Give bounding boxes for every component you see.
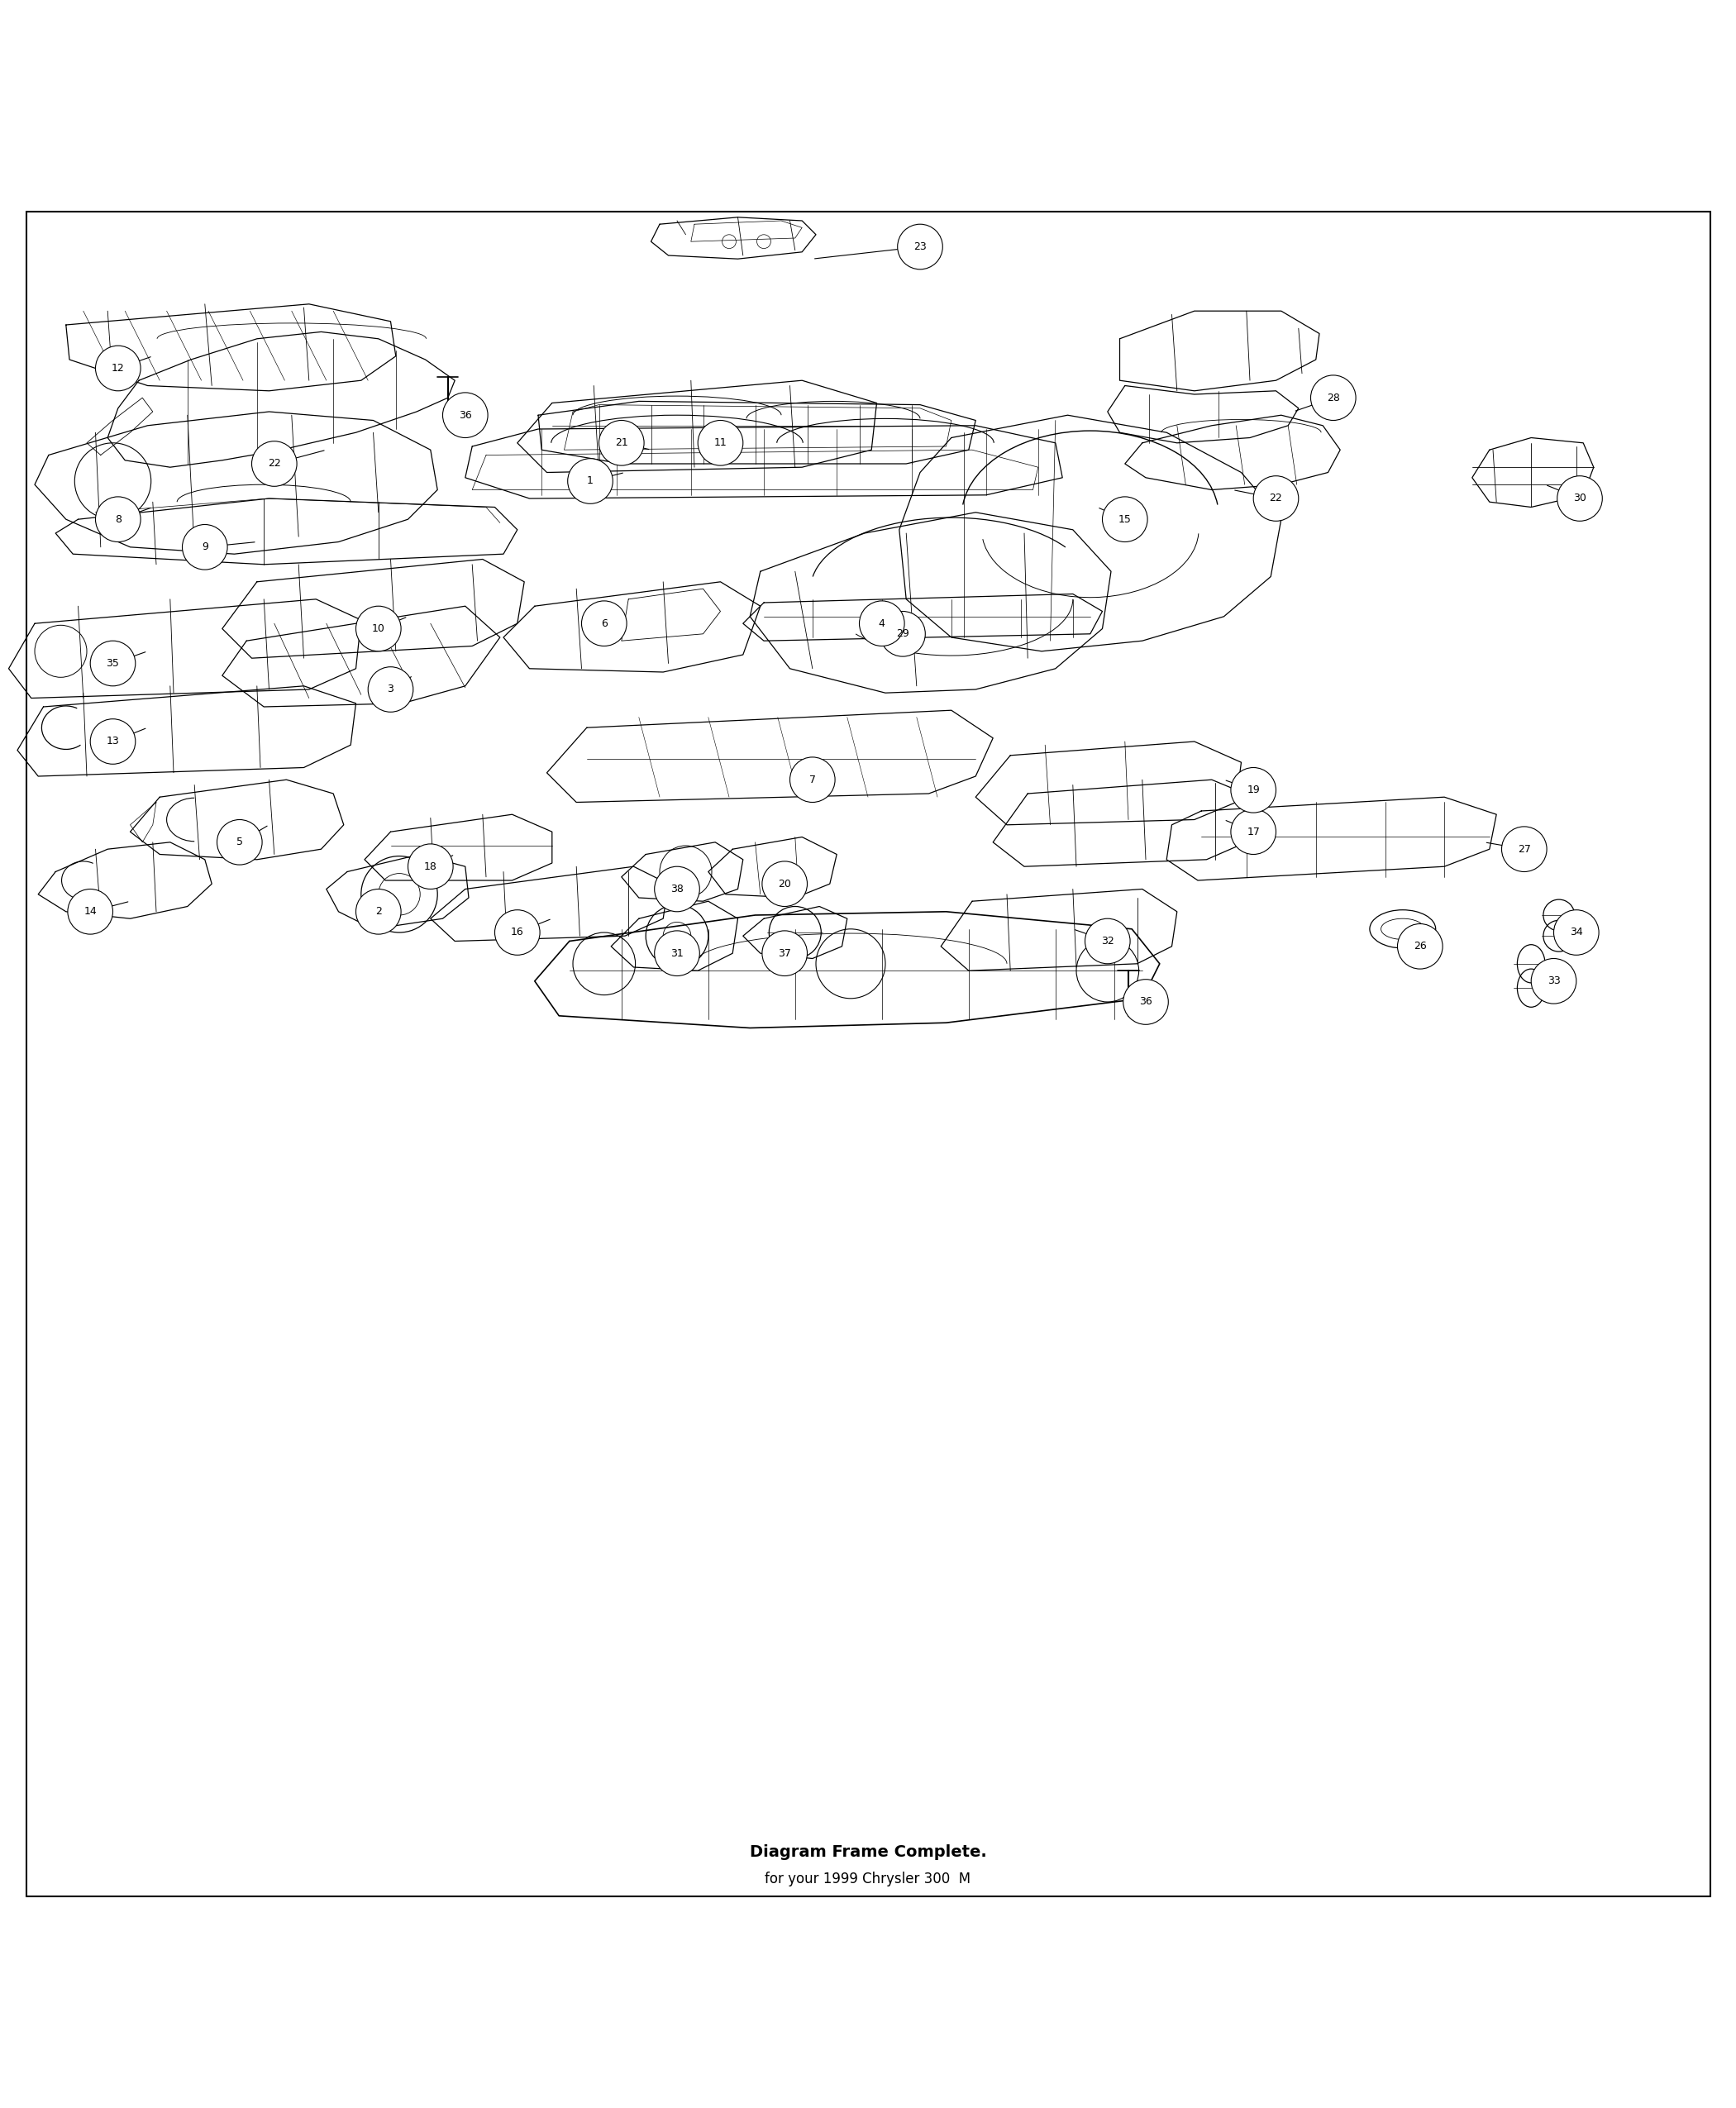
Text: 17: 17: [1246, 826, 1260, 837]
Circle shape: [1311, 375, 1356, 419]
Circle shape: [1554, 911, 1599, 955]
Circle shape: [408, 843, 453, 890]
Text: 22: 22: [267, 457, 281, 470]
Circle shape: [762, 862, 807, 906]
Text: 16: 16: [510, 928, 524, 938]
Text: 32: 32: [1101, 936, 1115, 946]
Text: 38: 38: [670, 883, 684, 894]
Text: 35: 35: [106, 658, 120, 668]
Circle shape: [90, 719, 135, 763]
Circle shape: [698, 419, 743, 466]
Text: 18: 18: [424, 862, 437, 873]
Circle shape: [582, 601, 627, 645]
Text: 15: 15: [1118, 514, 1132, 525]
Text: 36: 36: [458, 409, 472, 419]
Text: 8: 8: [115, 514, 122, 525]
Text: 22: 22: [1269, 493, 1283, 504]
Circle shape: [443, 392, 488, 438]
Text: 37: 37: [778, 949, 792, 959]
Text: 6: 6: [601, 618, 608, 628]
Circle shape: [654, 866, 700, 911]
Circle shape: [95, 346, 141, 390]
Circle shape: [1102, 497, 1147, 542]
Circle shape: [368, 666, 413, 713]
Text: 10: 10: [372, 624, 385, 635]
Text: 11: 11: [713, 438, 727, 449]
Circle shape: [599, 419, 644, 466]
Text: 12: 12: [111, 363, 125, 373]
Text: 7: 7: [809, 774, 816, 784]
Text: 20: 20: [778, 879, 792, 890]
Circle shape: [1502, 826, 1547, 873]
Circle shape: [1531, 959, 1576, 1003]
Circle shape: [1231, 809, 1276, 854]
Circle shape: [1557, 476, 1602, 521]
Text: 3: 3: [387, 685, 394, 696]
Text: 30: 30: [1573, 493, 1587, 504]
Circle shape: [95, 497, 141, 542]
Text: 34: 34: [1569, 928, 1583, 938]
Text: 28: 28: [1326, 392, 1340, 403]
Text: 31: 31: [670, 949, 684, 959]
Text: 1: 1: [587, 476, 594, 487]
Circle shape: [1397, 923, 1443, 970]
Circle shape: [880, 611, 925, 656]
Text: 2: 2: [375, 906, 382, 917]
FancyBboxPatch shape: [26, 213, 1710, 1895]
Text: Diagram Frame Complete.: Diagram Frame Complete.: [750, 1844, 986, 1861]
Text: 5: 5: [236, 837, 243, 847]
Circle shape: [568, 460, 613, 504]
Text: 19: 19: [1246, 784, 1260, 795]
Circle shape: [762, 932, 807, 976]
Circle shape: [654, 932, 700, 976]
Text: 13: 13: [106, 736, 120, 746]
Text: 36: 36: [1139, 997, 1153, 1008]
Circle shape: [217, 820, 262, 864]
Circle shape: [1123, 980, 1168, 1024]
Circle shape: [790, 757, 835, 803]
Text: 14: 14: [83, 906, 97, 917]
Text: 26: 26: [1413, 940, 1427, 951]
Circle shape: [356, 607, 401, 651]
Circle shape: [1231, 767, 1276, 814]
Circle shape: [1085, 919, 1130, 963]
Circle shape: [1253, 476, 1299, 521]
Text: 9: 9: [201, 542, 208, 552]
Circle shape: [356, 890, 401, 934]
Text: 21: 21: [615, 438, 628, 449]
Text: 4: 4: [878, 618, 885, 628]
Circle shape: [495, 911, 540, 955]
Text: 23: 23: [913, 242, 927, 253]
Circle shape: [859, 601, 904, 645]
Circle shape: [252, 441, 297, 487]
Circle shape: [898, 223, 943, 270]
Circle shape: [68, 890, 113, 934]
Text: for your 1999 Chrysler 300  M: for your 1999 Chrysler 300 M: [766, 1872, 970, 1887]
Text: 27: 27: [1517, 843, 1531, 854]
Circle shape: [90, 641, 135, 685]
Text: 29: 29: [896, 628, 910, 639]
Circle shape: [182, 525, 227, 569]
Text: 33: 33: [1547, 976, 1561, 987]
